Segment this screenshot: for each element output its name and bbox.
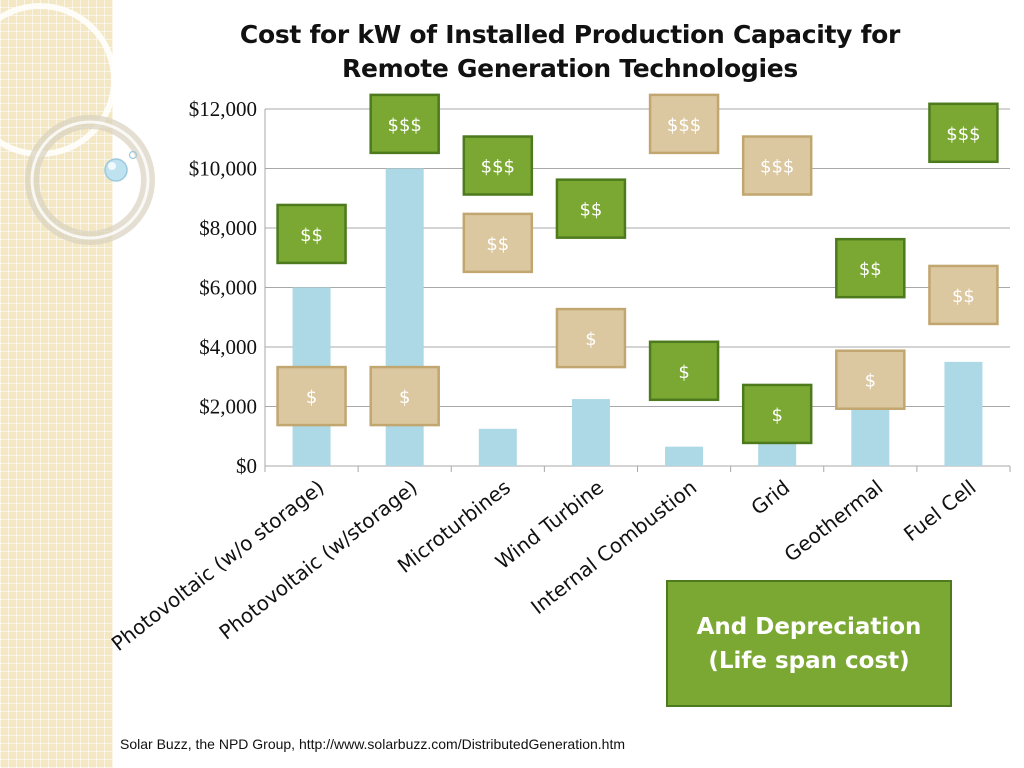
cost-box-label: $$$ xyxy=(481,157,515,178)
callout-line1: And Depreciation xyxy=(696,613,922,640)
chart-title-line1: Cost for kW of Installed Production Capa… xyxy=(239,20,901,49)
tan-cost-box xyxy=(835,349,906,410)
tan-cost-box xyxy=(555,307,627,369)
green-cost-box xyxy=(369,93,440,155)
cost-box-label: $$$ xyxy=(760,157,794,178)
tan-cost-box xyxy=(462,212,534,274)
bar xyxy=(478,428,517,466)
bar xyxy=(571,399,610,466)
source-citation: Solar Buzz, the NPD Group, http://www.so… xyxy=(120,736,625,752)
callout-line2: (Life span cost) xyxy=(708,647,910,674)
cost-box-label: $ xyxy=(399,387,410,408)
y-tick-label: $8,000 xyxy=(199,216,257,240)
decorative-rings xyxy=(0,3,155,245)
cost-box-label: $$ xyxy=(952,286,975,307)
tan-cost-box xyxy=(741,135,813,196)
tan-cost-box xyxy=(928,264,999,326)
x-tick-label: Grid xyxy=(746,475,794,520)
cost-box-label: $$$ xyxy=(388,115,422,136)
chart-title: Cost for kW of Installed Production Capa… xyxy=(150,18,990,86)
bar xyxy=(665,446,704,466)
green-cost-box xyxy=(648,340,720,402)
green-cost-box xyxy=(741,383,813,445)
y-tick-label: $12,000 xyxy=(189,97,257,121)
green-cost-box xyxy=(462,135,534,196)
y-tick-label: $6,000 xyxy=(199,276,257,300)
cost-box-label: $$ xyxy=(300,225,323,246)
cost-box-label: $$ xyxy=(486,234,509,255)
green-cost-box xyxy=(276,203,347,265)
bar xyxy=(944,361,983,466)
cost-box-label: $ xyxy=(585,329,596,350)
cost-box-label: $$ xyxy=(579,200,602,221)
cost-box-label: $$ xyxy=(859,259,882,280)
x-tick-label: Fuel Cell xyxy=(899,475,981,546)
green-cost-box xyxy=(555,178,627,239)
cost-box-label: $ xyxy=(771,405,782,426)
y-tick-label: $0 xyxy=(236,454,257,478)
y-tick-label: $4,000 xyxy=(199,335,257,359)
tan-cost-box xyxy=(276,365,347,427)
tan-cost-box xyxy=(648,93,720,155)
tan-cost-box xyxy=(369,365,440,427)
x-tick-label: Geothermal xyxy=(780,475,888,567)
y-tick-label: $10,000 xyxy=(189,157,257,181)
y-tick-label: $2,000 xyxy=(199,395,257,419)
chart-title-line2: Remote Generation Technologies xyxy=(342,54,798,83)
cost-box-label: $ xyxy=(865,371,876,392)
cost-box-label: $$$ xyxy=(667,115,701,136)
cost-box-label: $ xyxy=(306,387,317,408)
green-cost-box xyxy=(928,102,999,164)
depreciation-callout: And Depreciation (Life span cost) xyxy=(666,580,952,707)
cost-box-label: $$$ xyxy=(946,124,980,145)
cost-box-label: $ xyxy=(678,362,689,383)
green-cost-box xyxy=(835,237,906,299)
